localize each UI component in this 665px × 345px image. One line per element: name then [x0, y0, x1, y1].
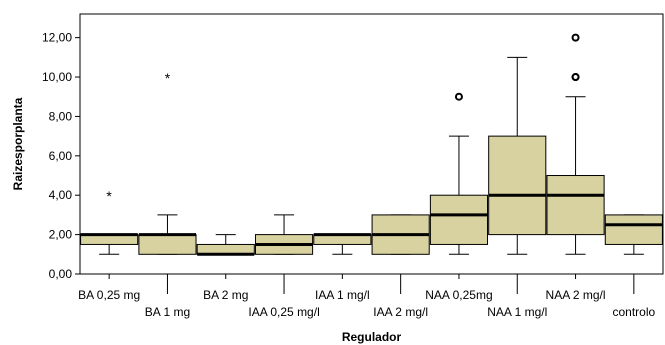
y-axis-title: Raizesporplanta [11, 97, 25, 190]
box-iqr [604, 214, 663, 245]
box-iqr [138, 234, 197, 255]
boxes-group: ** [80, 33, 663, 256]
y-tick-label: 10,00 [42, 70, 72, 84]
x-tick-label: BA 0,25 mg [78, 288, 140, 302]
box-10 [604, 214, 663, 255]
x-tick-label: IAA 2 mg/l [373, 305, 428, 319]
box-9 [546, 33, 605, 255]
x-tick-label: NAA 2 mg/l [546, 288, 606, 302]
y-tick-label: 8,00 [49, 109, 73, 123]
x-tick-label: BA 1 mg [145, 305, 190, 319]
y-tick-label: 12,00 [42, 31, 72, 45]
plot-area [79, 13, 664, 275]
box-2: * [138, 70, 197, 255]
extreme-marker: * [165, 70, 171, 86]
box-3 [196, 234, 255, 256]
x-tick-label: NAA 1 mg/l [487, 305, 547, 319]
box-6 [371, 214, 430, 255]
box-5 [313, 233, 372, 255]
x-tick-label: BA 2 mg [203, 288, 248, 302]
y-tick-label: 6,00 [49, 149, 73, 163]
box-8 [488, 56, 547, 255]
box-1: * [80, 188, 139, 255]
y-tick-label: 0,00 [49, 267, 73, 281]
box-4 [254, 214, 314, 255]
y-axis: 0,00 2,00 4,00 6,00 8,00 10,00 12,00 [42, 31, 80, 281]
extreme-marker: * [106, 188, 112, 204]
box-iqr [488, 135, 547, 236]
outlier-marker [571, 73, 580, 82]
outlier-marker [571, 33, 580, 42]
y-tick-label: 2,00 [49, 228, 73, 242]
box-iqr [546, 175, 605, 236]
box-iqr [429, 194, 489, 245]
x-tick-label: IAA 1 mg/l [315, 288, 370, 302]
x-tick-label: IAA 0,25 mg/l [248, 305, 319, 319]
y-tick-label: 4,00 [49, 188, 73, 202]
box-7 [429, 92, 489, 255]
x-tick-label: controlo [612, 305, 655, 319]
x-tick-label: NAA 0,25mg [425, 288, 492, 302]
outlier-marker [454, 92, 463, 101]
x-axis-title: Regulador [342, 330, 402, 344]
